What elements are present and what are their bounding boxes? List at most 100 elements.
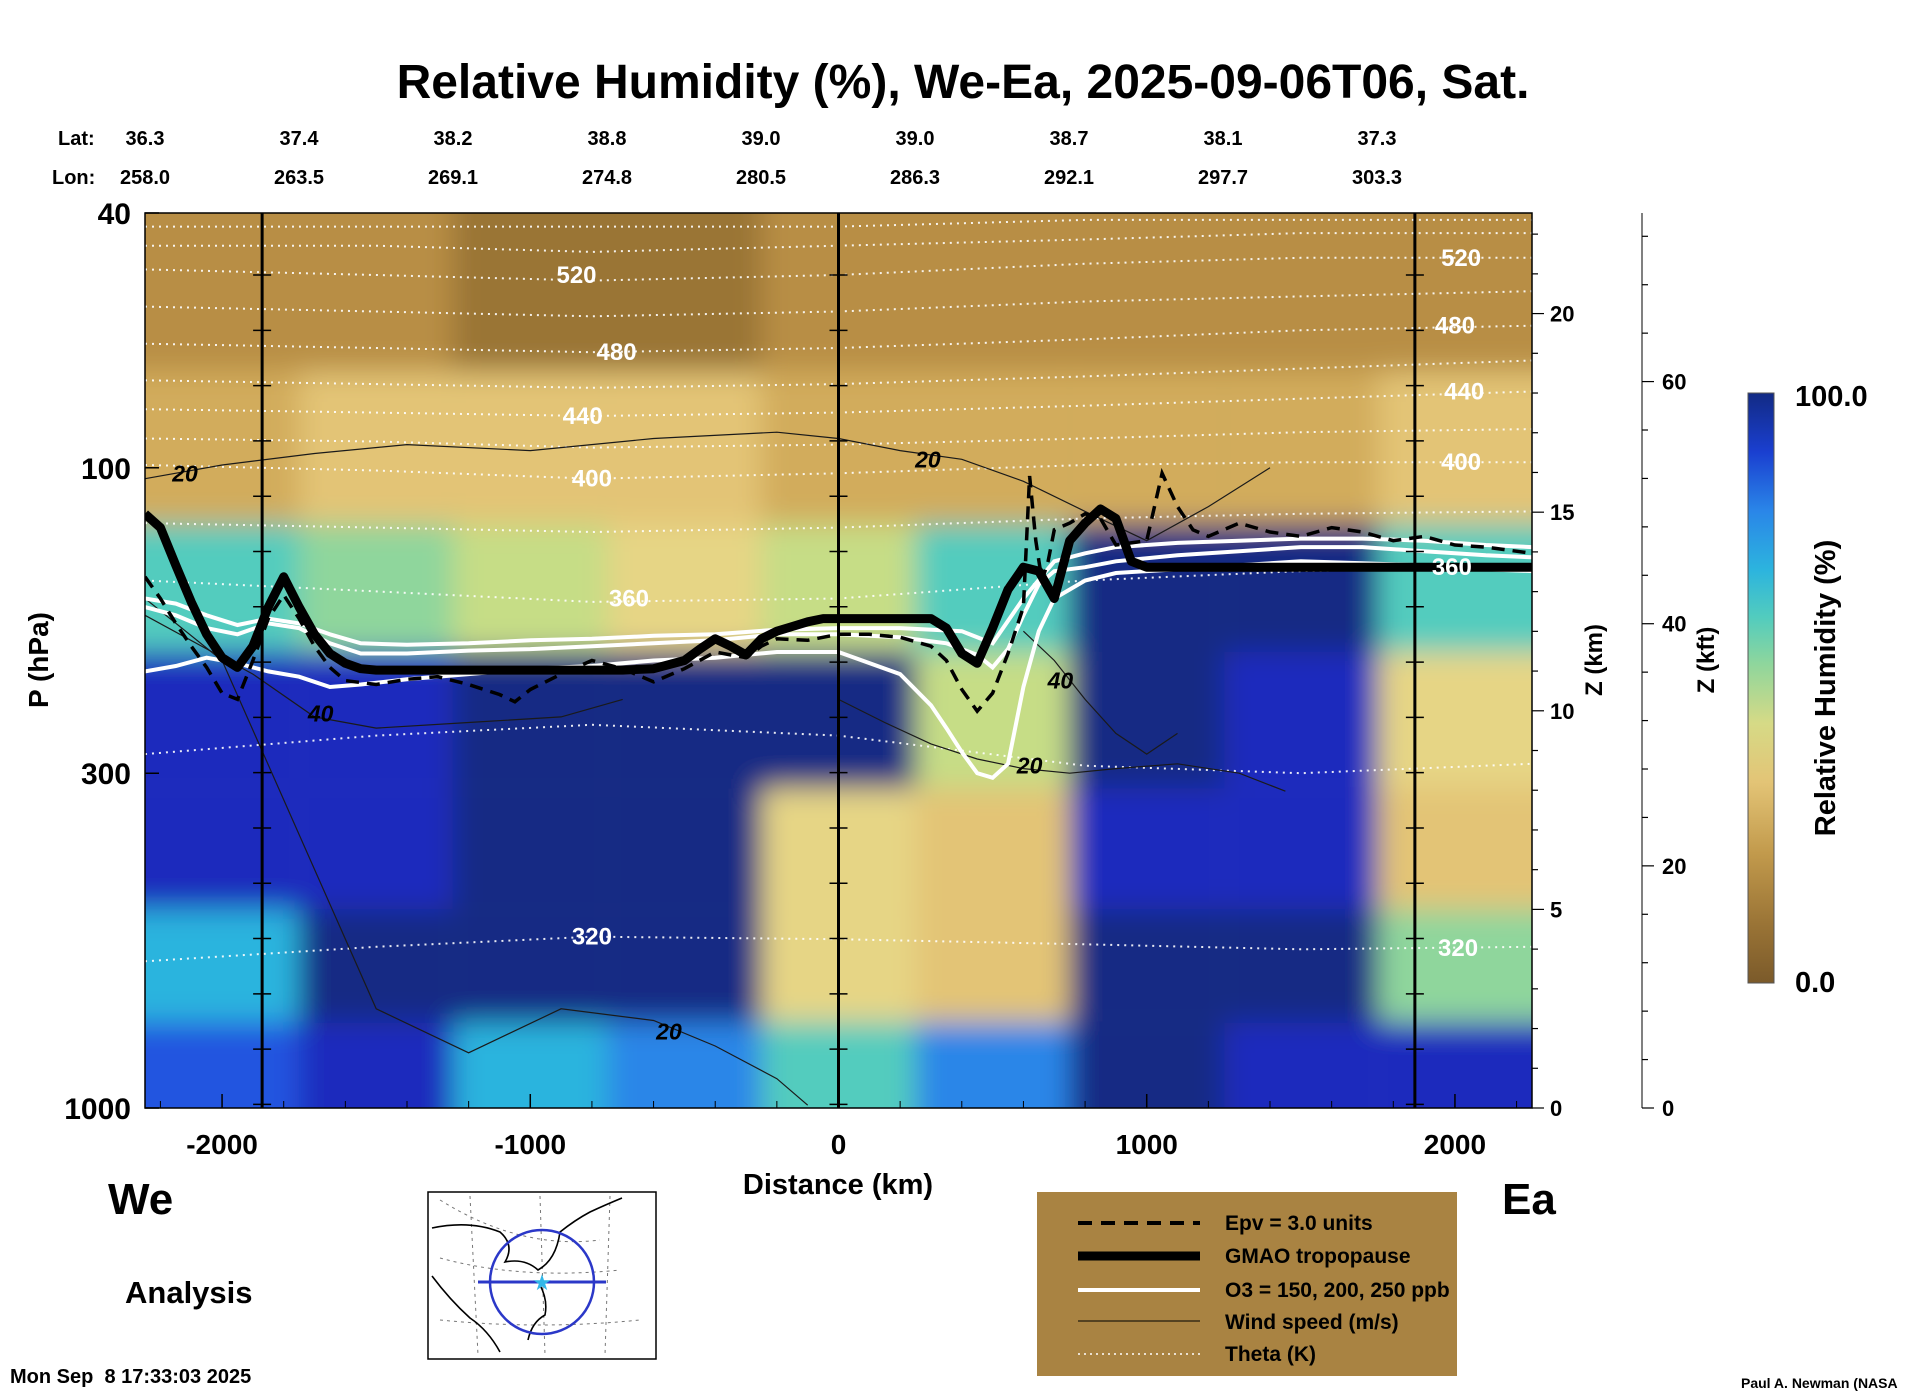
wind-label-4: 20 [1016,753,1043,779]
p-tick-label: 300 [81,758,131,791]
p-tick-label: 40 [98,198,131,231]
lon-value: 286.3 [890,167,940,189]
rh-cell [453,524,608,652]
rh-cell [1223,909,1378,1023]
rh-cell [1069,787,1224,910]
pressure-axis: 40 100 300 1000 [64,198,159,1126]
p-tick-label: 100 [81,453,131,486]
tropopause-path [145,504,1532,675]
theta-label-10: 360 [1432,554,1472,581]
contour-labels: 520 480 440 400 360 320 520 480 440 400 360 320 20 20… [171,245,1484,1045]
rh-cell [1377,1022,1532,1108]
rh-cell [1223,651,1378,788]
wind-contour-40 [145,614,623,729]
legend-label-theta: Theta (K) [1225,1343,1316,1366]
rh-cell [607,909,762,1023]
lon-value: 263.5 [274,167,324,189]
lat-value: 38.2 [434,128,473,150]
z-km-tick-label: 5 [1550,897,1562,922]
lon-value: 292.1 [1044,167,1094,189]
rh-cell [915,1022,1070,1108]
z-kft-tick-label: 0 [1662,1096,1674,1121]
lon-value: 303.3 [1352,167,1402,189]
p-tick-label: 1000 [64,1093,131,1126]
lon-values-row: 258.0 263.5 269.1 274.8 280.5 286.3 292.1 297.7… [120,167,1402,189]
credit: Paul A. Newman (NASA [1741,1375,1898,1391]
z-kft-tick-label: 40 [1662,612,1686,637]
rh-cell [1223,213,1378,372]
rh-cell [915,909,1070,1023]
x-axis: -2000 -1000 0 1000 2000 [159,1094,1518,1160]
rh-cell [1069,371,1224,525]
rh-cell [1377,651,1532,788]
x-tick-label: 2000 [1424,1129,1486,1160]
theta-label-7: 480 [1435,313,1475,340]
rh-cell [453,213,608,372]
rh-cell [299,213,454,372]
lon-value: 274.8 [582,167,632,189]
locator-map: ★ [427,1191,657,1360]
epv-contour [145,467,1532,715]
rh-cell [145,371,300,525]
rh-cell [1223,787,1378,910]
lat-value: 38.1 [1204,128,1243,150]
legend-label-tropopause: GMAO tropopause [1225,1245,1411,1268]
rh-cell [1069,213,1224,372]
wind-label-2: 40 [307,701,334,727]
wind-label-3: 40 [1047,668,1074,694]
z-kft-tick-label: 60 [1662,370,1686,395]
y-axis-title: P (hPa) [23,612,54,708]
rh-cell [1223,524,1378,652]
rh-cell [453,1022,608,1108]
rh-cell [299,1022,454,1108]
analysis-label: Analysis [125,1275,253,1310]
theta-label-4: 360 [609,585,649,612]
theta-label-6: 520 [1441,245,1481,272]
legend-label-wind: Wind speed (m/s) [1225,1311,1399,1334]
rh-cell [607,1022,762,1108]
rh-cell [1377,371,1532,525]
rh-cell [607,371,762,525]
lon-value: 258.0 [120,167,170,189]
z-km-tick-label: 0 [1550,1096,1562,1121]
lat-value: 39.0 [742,128,781,150]
legend-label-o3: O3 = 150, 200, 250 ppb [1225,1279,1450,1302]
wind-contour-20 [145,598,809,1106]
colorbar-title: Relative Humidity (%) [1810,540,1842,837]
plot-area: 520 480 440 400 360 320 520 480 440 400 360 320 20 20… [145,213,1532,1108]
rh-cell [1223,371,1378,525]
x-tick-label: 0 [831,1129,847,1160]
x-tick-label: 1000 [1116,1129,1178,1160]
wind-label-5: 20 [655,1019,682,1045]
lon-value: 280.5 [736,167,786,189]
theta-label-5: 320 [572,924,612,951]
wind-label-0: 20 [171,460,198,486]
z-km-axis-title: Z (km) [1581,624,1608,696]
west-label: We [108,1175,173,1224]
rh-cell [453,909,608,1023]
rh-cell [1069,1022,1224,1108]
wind-label-1: 20 [914,446,941,472]
epv-line [145,467,1532,715]
rh-cell [607,787,762,910]
x-axis-title: Distance (km) [743,1169,933,1201]
rh-cell [145,787,300,910]
rh-cell [915,213,1070,372]
o3-line-2 [145,536,1532,647]
theta-label-0: 520 [556,262,596,289]
z-kft-axis-title: Z (kft) [1693,627,1720,694]
x-tick-label: -1000 [494,1129,566,1160]
rh-cell [1377,787,1532,910]
lat-values-row: 36.3 37.4 38.2 38.8 39.0 39.0 38.7 38.1 37.3 [126,128,1397,150]
theta-label-9: 400 [1441,449,1481,476]
lat-value: 36.3 [126,128,165,150]
timestamp: Mon Sep 8 17:33:03 2025 [10,1366,251,1388]
legend-label-epv: Epv = 3.0 units [1225,1212,1373,1235]
rh-cell [145,1022,300,1108]
z-km-tick-label: 10 [1550,699,1574,724]
theta-label-3: 400 [572,466,612,493]
theta-label-1: 480 [597,339,637,366]
svg-text:★: ★ [532,1270,552,1295]
rh-cell [299,524,454,652]
